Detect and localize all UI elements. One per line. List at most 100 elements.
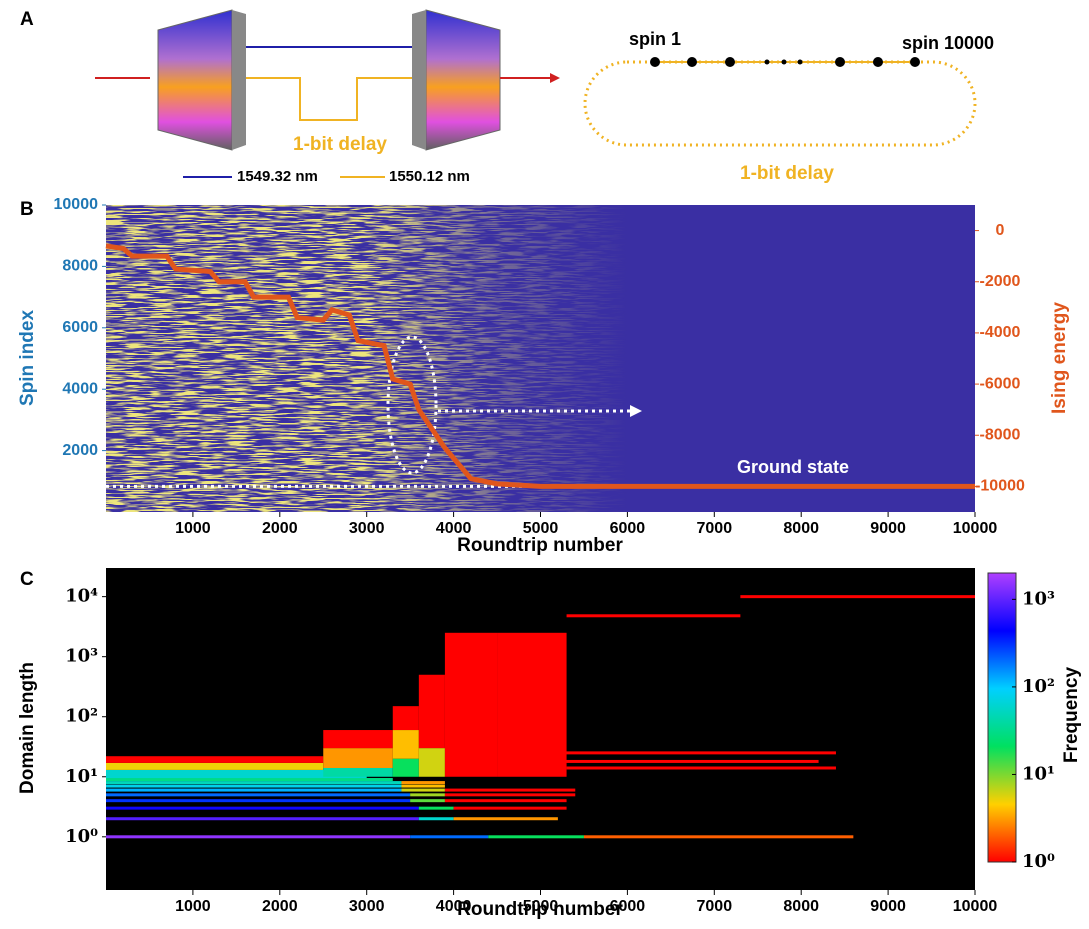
y-tick-label: 10¹ <box>65 766 98 787</box>
colorbar-label: Frequency <box>1061 667 1082 764</box>
x-tick-label: 6000 <box>610 898 646 915</box>
histogram-cell <box>566 766 836 770</box>
histogram-cell <box>418 806 454 810</box>
histogram-cell <box>418 674 445 749</box>
y2-tick-label: 0 <box>996 222 1005 239</box>
histogram-cell <box>392 758 419 777</box>
histogram-cell <box>453 817 558 821</box>
arrow-head <box>630 405 642 417</box>
y-tick-label: 10⁰ <box>65 826 98 847</box>
y-tick-label: 10² <box>65 706 98 727</box>
colorbar <box>987 572 1017 863</box>
colorbar-tick-label: 10⁰ <box>1022 851 1055 872</box>
colorbar-tick-label: 10³ <box>1022 588 1055 609</box>
histogram-cell <box>323 730 393 749</box>
y-tick-label: 10³ <box>65 646 98 667</box>
panel-label: A <box>20 9 34 30</box>
histogram-cell <box>444 793 576 797</box>
histogram-cell <box>323 767 393 777</box>
histogram-cell <box>488 835 584 839</box>
histogram-cell <box>106 756 324 763</box>
x-tick-label: 5000 <box>523 898 559 915</box>
x-tick-label: 10000 <box>953 898 998 915</box>
x-tick-label: 1000 <box>175 898 211 915</box>
delay-label: 1-bit delay <box>293 134 387 155</box>
x-axis-label: Roundtrip number <box>457 535 623 556</box>
y2-tick-label: -8000 <box>980 426 1021 443</box>
histogram-cell <box>106 799 411 803</box>
spin-texture <box>106 205 975 512</box>
y-tick-label: 10000 <box>54 196 99 213</box>
histogram-cell <box>540 759 819 763</box>
x-tick-label: 9000 <box>870 520 906 537</box>
histogram-cell <box>410 835 489 839</box>
histogram-cell <box>106 793 411 797</box>
histogram-cell <box>401 781 445 785</box>
legend-label: 1549.32 nm <box>237 168 318 185</box>
histogram-cell <box>410 799 445 803</box>
delay-label: 1-bit delay <box>740 163 834 184</box>
x-tick-label: 7000 <box>697 520 733 537</box>
x-tick-label: 6000 <box>610 520 646 537</box>
y2-tick-label: -4000 <box>980 324 1021 341</box>
histogram-cell <box>106 788 402 792</box>
histogram-cell <box>106 781 402 785</box>
x-tick-label: 10000 <box>953 520 998 537</box>
histogram-cell <box>401 788 445 792</box>
x-tick-label: 1000 <box>175 520 211 537</box>
histogram-cell <box>401 784 445 788</box>
panel-label: B <box>20 199 34 220</box>
energy-line <box>105 243 975 489</box>
y-tick-label: 8000 <box>62 258 98 275</box>
panel-label: C <box>20 569 34 590</box>
colorbar-tick-label: 10² <box>1022 676 1055 697</box>
x-tick-label: 3000 <box>349 520 385 537</box>
y-axis-label: Spin index <box>17 310 38 407</box>
y2-tick-label: -6000 <box>980 375 1021 392</box>
x-axis-label: Roundtrip number <box>457 899 623 920</box>
histogram-cell <box>106 835 411 839</box>
colorbar-tick-label: 10¹ <box>1022 763 1055 784</box>
legend-label: 1550.12 nm <box>389 168 470 185</box>
x-tick-label: 7000 <box>697 898 733 915</box>
histogram-cell <box>106 762 324 770</box>
x-tick-label: 9000 <box>870 898 906 915</box>
histogram-cell <box>418 817 454 821</box>
x-tick-label: 8000 <box>783 520 819 537</box>
x-tick-label: 8000 <box>783 898 819 915</box>
histogram-cell <box>106 769 367 779</box>
y2-tick-label: -2000 <box>980 273 1021 290</box>
highlight <box>386 335 438 475</box>
histogram-cell <box>523 751 836 755</box>
histogram-cell <box>410 793 445 797</box>
histogram-cell <box>583 835 854 839</box>
x-tick-label: 2000 <box>262 520 298 537</box>
x-tick-label: 4000 <box>436 520 472 537</box>
histogram-cell <box>444 799 567 803</box>
histogram-cell <box>444 632 498 777</box>
histogram-cell <box>566 614 741 618</box>
histogram-cell <box>106 817 419 821</box>
x-tick-label: 4000 <box>436 898 472 915</box>
x-tick-label: 3000 <box>349 898 385 915</box>
histogram-cell <box>392 706 419 731</box>
histogram-cell <box>106 806 419 810</box>
spin-label: spin 1 <box>629 29 681 49</box>
histogram-cell <box>497 632 567 777</box>
spin-label: spin 10000 <box>902 33 994 53</box>
y-tick-label: 4000 <box>62 380 98 397</box>
y-tick-label: 6000 <box>62 319 98 336</box>
histogram-cell <box>444 788 576 792</box>
y-axis-label: Domain length <box>17 662 38 794</box>
histogram-cell <box>106 778 393 782</box>
histogram-cell <box>323 748 393 768</box>
histogram-cell <box>106 784 402 788</box>
histogram-cell <box>418 748 445 777</box>
ground-state-label: Ground state <box>737 457 849 477</box>
histogram-cell <box>740 595 975 599</box>
setup-diagram: 1-bit delay 1549.32 nm 1550.12 nm spin 1… <box>95 9 994 185</box>
y2-axis-label: Ising energy <box>1049 302 1070 414</box>
y-tick-label: 10⁴ <box>65 586 98 607</box>
y2-tick-label: -10000 <box>975 478 1025 495</box>
